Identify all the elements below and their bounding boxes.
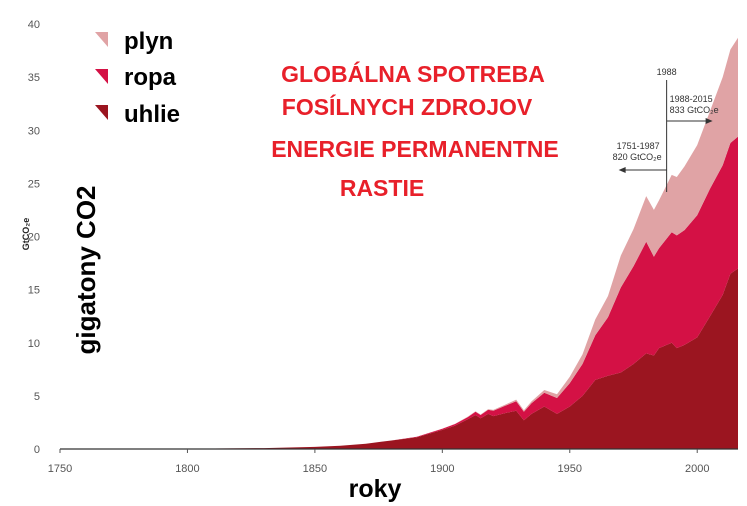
y-tick-label: 35 bbox=[28, 72, 40, 84]
x-tick-label: 1900 bbox=[430, 463, 454, 475]
legend-label-ropa: ropa bbox=[124, 64, 177, 91]
x-axis-label: roky bbox=[349, 475, 402, 503]
stacked-areas bbox=[60, 37, 738, 449]
y-tick-label: 5 bbox=[34, 391, 40, 403]
y-tick-label: 30 bbox=[28, 125, 40, 137]
x-tick-label: 2000 bbox=[685, 463, 709, 475]
y-tick-label: 0 bbox=[34, 444, 40, 456]
y-tick-label: 25 bbox=[28, 178, 40, 190]
arrow-right-head bbox=[705, 118, 713, 124]
legend: plyn ropa uhlie bbox=[95, 28, 180, 128]
arrow-left-head bbox=[618, 167, 626, 173]
title-line-1: GLOBÁLNA SPOTREBA bbox=[281, 60, 545, 87]
legend-swatch-uhlie bbox=[95, 105, 108, 120]
annotation-right-period: 1988-2015 bbox=[670, 94, 713, 104]
y-axis-unit: GtCO₂e bbox=[21, 218, 31, 251]
y-tick-label: 15 bbox=[28, 285, 40, 297]
title-line-4: RASTIE bbox=[340, 175, 424, 201]
year-1988-label: 1988 bbox=[657, 67, 677, 77]
y-axis-label: gigatony CO2 bbox=[71, 185, 101, 354]
x-tick-label: 1750 bbox=[48, 463, 72, 475]
annotation-left-period: 1751-1987 bbox=[617, 141, 660, 151]
x-tick-label: 1800 bbox=[175, 463, 199, 475]
y-axis-ticks: 0 5 10 15 20 25 30 35 40 bbox=[28, 19, 40, 456]
y-tick-label: 40 bbox=[28, 19, 40, 31]
area-uhlie bbox=[60, 268, 738, 449]
period-annotation: 1988 1988-2015 833 GtCO₂e 1751-1987 820 … bbox=[613, 67, 719, 192]
title-line-3: ENERGIE PERMANENTNE bbox=[271, 136, 559, 162]
x-tick-label: 1950 bbox=[558, 463, 582, 475]
annotation-left-total: 820 GtCO₂e bbox=[613, 152, 662, 162]
legend-label-plyn: plyn bbox=[124, 28, 173, 55]
legend-swatch-ropa bbox=[95, 69, 108, 84]
title-line-2: FOSÍLNYCH ZDROJOV bbox=[282, 93, 533, 120]
x-axis-ticks: 1750 1800 1850 1900 1950 2000 bbox=[48, 449, 709, 475]
y-tick-label: 20 bbox=[28, 232, 40, 244]
annotation-right-total: 833 GtCO₂e bbox=[670, 105, 719, 115]
legend-swatch-plyn bbox=[95, 32, 108, 47]
chart-title: GLOBÁLNA SPOTREBA FOSÍLNYCH ZDROJOV ENER… bbox=[271, 60, 559, 201]
legend-label-uhlie: uhlie bbox=[124, 101, 180, 128]
x-tick-label: 1850 bbox=[303, 463, 327, 475]
y-tick-label: 10 bbox=[28, 338, 40, 350]
